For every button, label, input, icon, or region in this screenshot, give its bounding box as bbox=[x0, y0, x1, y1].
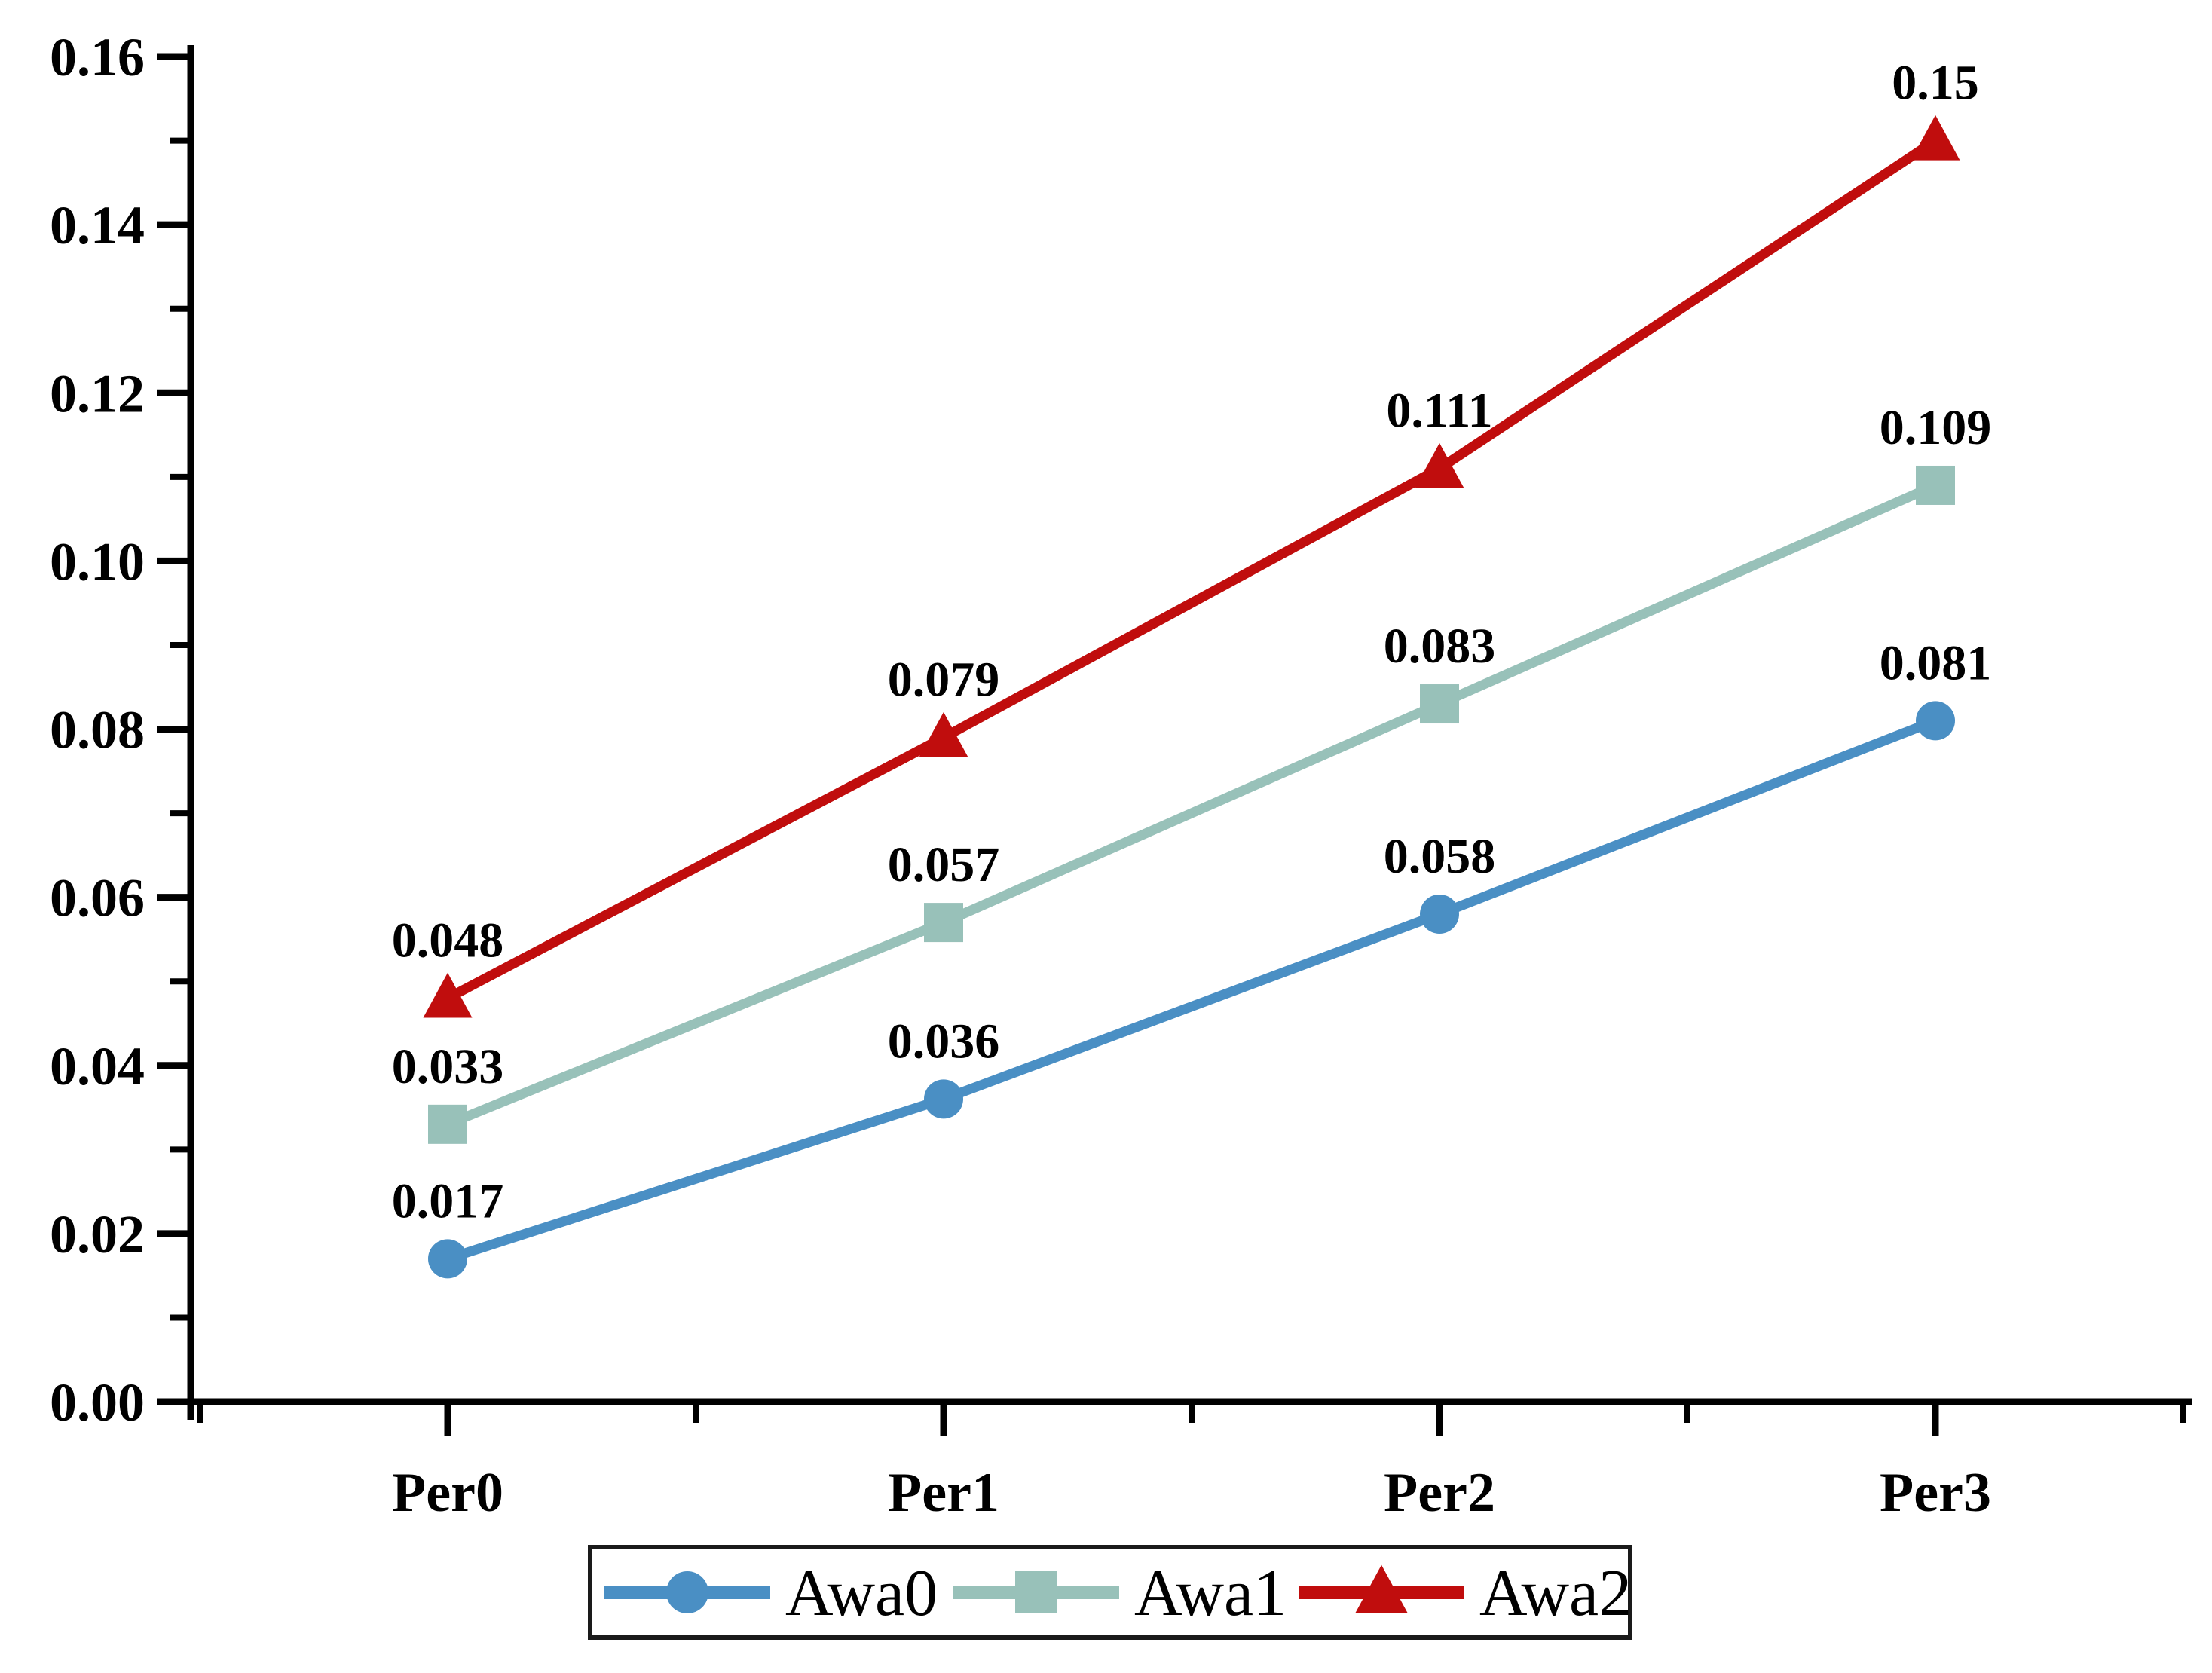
series-line-awa0 bbox=[446, 716, 1938, 1264]
legend-label: Awa0 bbox=[785, 1557, 938, 1630]
data-point-label: 0.079 bbox=[888, 653, 1000, 708]
y-tick-label: 0.06 bbox=[50, 868, 145, 928]
data-point-label: 0.036 bbox=[888, 1014, 1000, 1069]
y-tick-label: 0.00 bbox=[50, 1372, 145, 1433]
legend-item-awa0: Awa0 bbox=[604, 1557, 938, 1630]
series-line-awa2 bbox=[445, 136, 1938, 1003]
data-point-label: 0.048 bbox=[392, 913, 504, 968]
data-point-label: 0.111 bbox=[1386, 384, 1492, 439]
legend-label: Awa1 bbox=[1134, 1557, 1287, 1630]
data-point-marker-circle bbox=[428, 1239, 467, 1279]
data-point-marker-circle bbox=[1916, 701, 1955, 741]
data-point-marker-square bbox=[1916, 465, 1955, 505]
x-major-ticks: Per0 Per1 Per2 Per3 bbox=[392, 1402, 1991, 1524]
data-point-marker-square bbox=[428, 1104, 467, 1144]
x-minor-ticks bbox=[197, 1402, 2186, 1423]
data-point-marker-triangle bbox=[423, 972, 473, 1018]
series-line-awa1 bbox=[445, 481, 1938, 1129]
data-point-label: 0.083 bbox=[1384, 619, 1496, 674]
y-major-ticks: 0.00 0.02 0.04 0.06 0.08 0.10 0.12 0.14 0.16 bbox=[50, 27, 191, 1433]
y-tick-label: 0.16 bbox=[50, 27, 145, 87]
y-tick-label: 0.08 bbox=[50, 700, 145, 760]
data-point-marker-circle bbox=[1420, 894, 1459, 934]
y-tick-label: 0.04 bbox=[50, 1036, 145, 1096]
x-tick-label: Per1 bbox=[888, 1462, 999, 1524]
x-tick-label: Per0 bbox=[392, 1462, 503, 1524]
legend-label: Awa2 bbox=[1479, 1557, 1632, 1630]
data-point-marker-triangle bbox=[1415, 442, 1464, 488]
data-point-marker-square bbox=[1015, 1571, 1057, 1613]
series-awa0: 0.017 0.036 0.058 0.081 bbox=[392, 635, 1992, 1279]
data-point-marker-square bbox=[1420, 684, 1459, 724]
data-point-label: 0.15 bbox=[1892, 56, 1979, 111]
series-awa2: 0.048 0.079 0.111 0.15 bbox=[392, 56, 1979, 1018]
y-tick-label: 0.12 bbox=[50, 363, 145, 424]
legend-item-awa1: Awa1 bbox=[953, 1557, 1287, 1630]
data-point-label: 0.081 bbox=[1880, 635, 1992, 690]
data-point-marker-triangle bbox=[1355, 1564, 1408, 1613]
series-awa1: 0.033 0.057 0.083 0.109 bbox=[392, 400, 1992, 1144]
data-point-label: 0.017 bbox=[392, 1173, 504, 1228]
data-point-label: 0.033 bbox=[392, 1039, 504, 1094]
legend: Awa0 Awa1 Awa2 bbox=[588, 1545, 1632, 1640]
data-point-marker-triangle bbox=[1911, 115, 1960, 161]
legend-item-awa2: Awa2 bbox=[1299, 1557, 1632, 1630]
x-tick-label: Per3 bbox=[1880, 1462, 1991, 1524]
data-point-label: 0.057 bbox=[888, 837, 1000, 892]
y-tick-label: 0.14 bbox=[50, 195, 145, 255]
y-tick-label: 0.10 bbox=[50, 531, 145, 592]
data-point-marker-square bbox=[924, 903, 963, 943]
data-point-marker-circle bbox=[924, 1079, 963, 1119]
data-point-label: 0.058 bbox=[1384, 829, 1496, 884]
y-tick-label: 0.02 bbox=[50, 1204, 145, 1265]
data-point-label: 0.109 bbox=[1880, 400, 1992, 455]
x-tick-label: Per2 bbox=[1384, 1462, 1495, 1524]
data-point-marker-triangle bbox=[919, 711, 968, 757]
y-minor-ticks bbox=[170, 137, 191, 1321]
data-point-marker-circle bbox=[666, 1571, 708, 1613]
